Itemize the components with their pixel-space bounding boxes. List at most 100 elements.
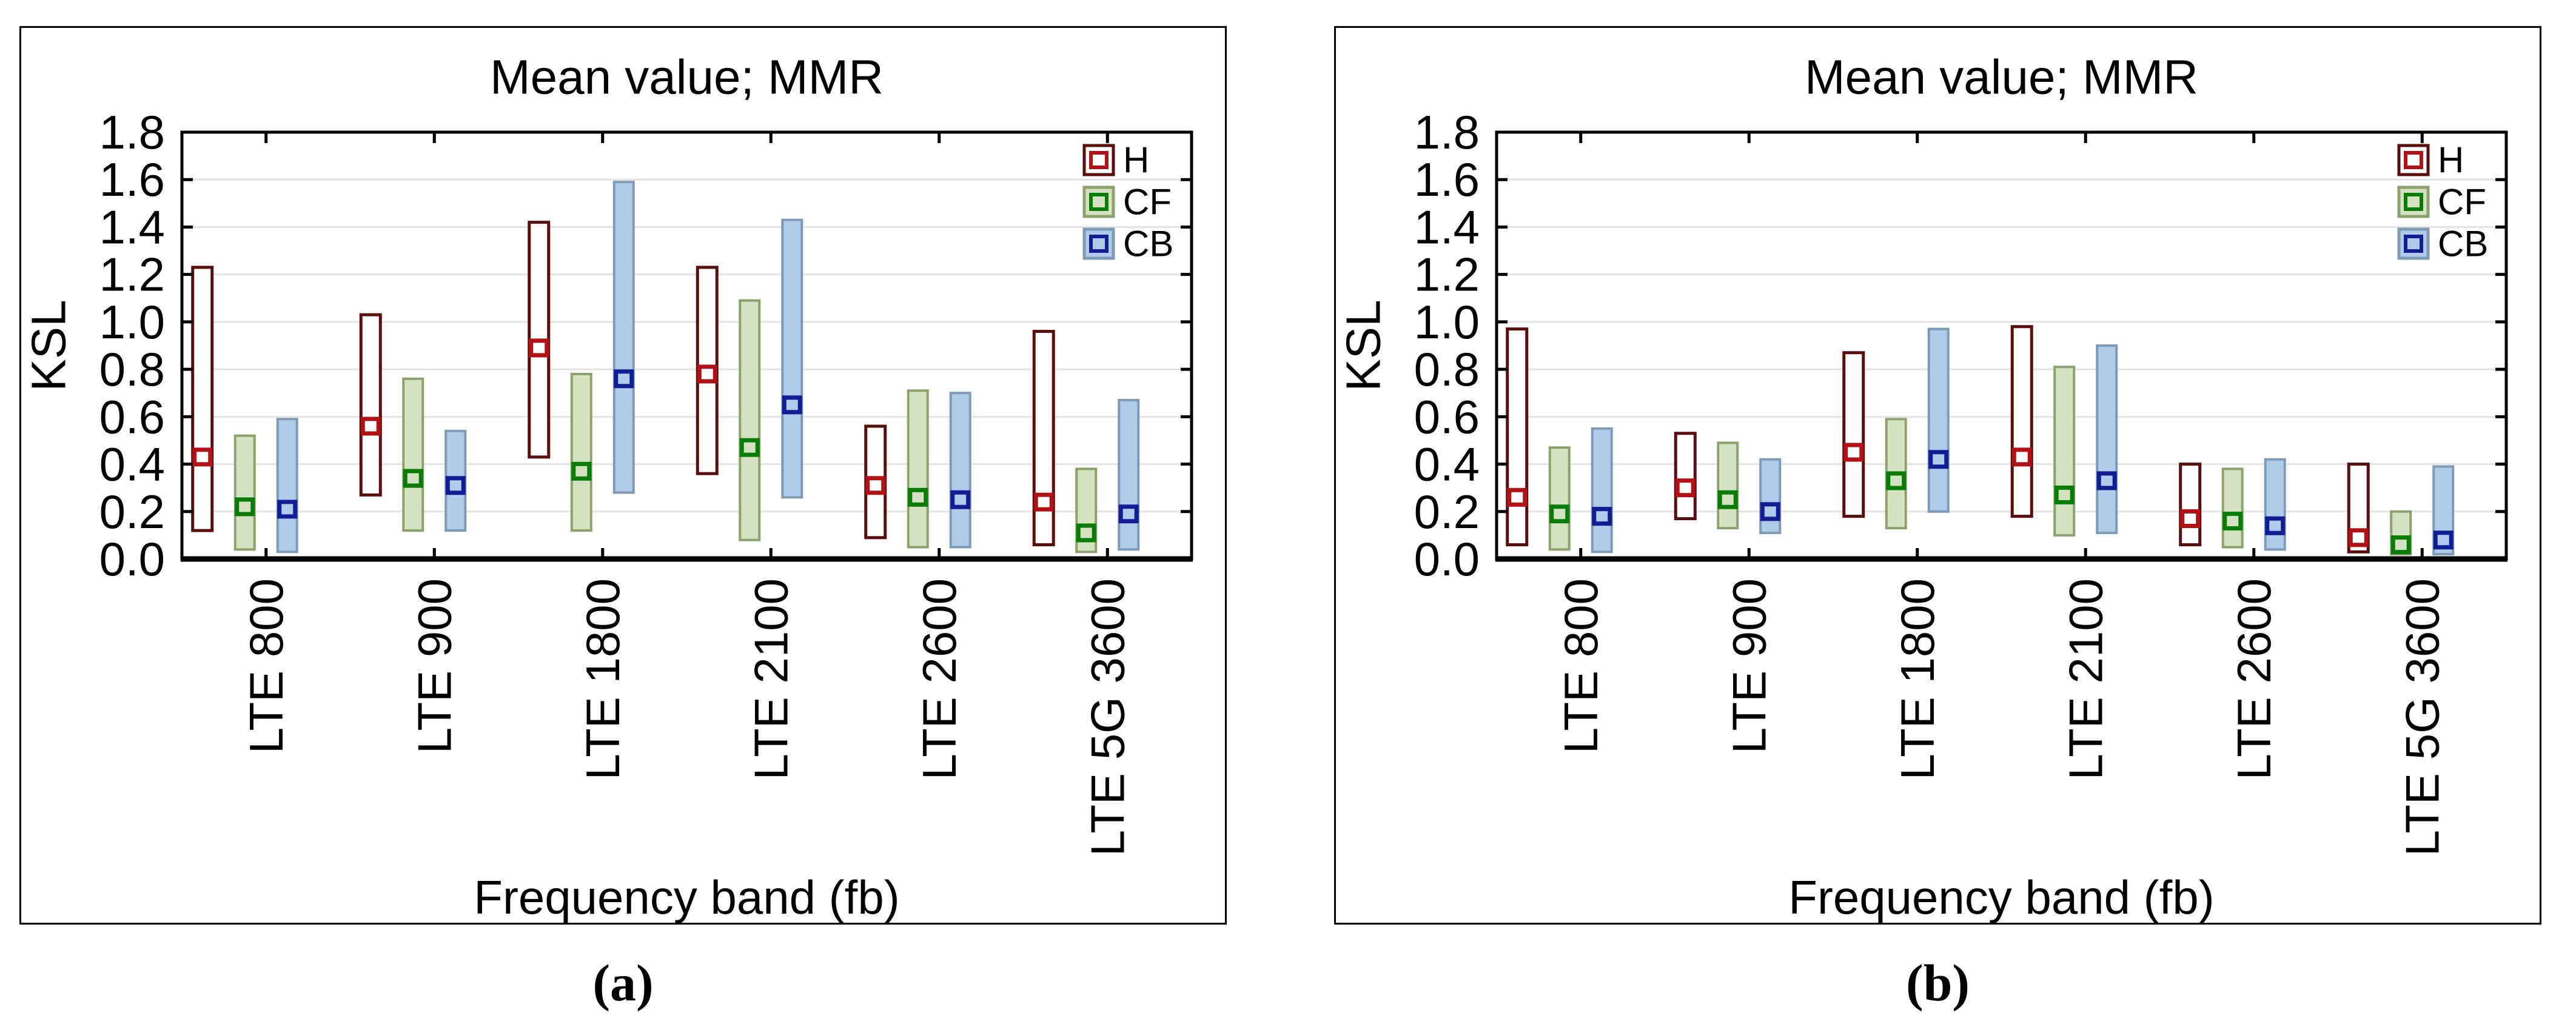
legend-marker-H [2404, 151, 2423, 169]
mean-marker-H [1675, 478, 1696, 498]
y-tick-label: 1.6 [1414, 153, 1480, 206]
legend-marker-H [1089, 151, 1109, 169]
x-category-label: LTE 1800 [1891, 578, 1944, 780]
range-bar-CF [739, 299, 761, 541]
range-bar-H [2179, 463, 2202, 547]
y-tick-label: 0.2 [1414, 485, 1480, 538]
range-bar-CB [1927, 327, 1950, 513]
mean-marker-CB [2433, 530, 2454, 550]
x-category-label: LTE 1800 [576, 578, 629, 780]
mean-marker-H [1033, 492, 1054, 512]
range-bar-CF [907, 389, 929, 549]
y-tick-label: 1.6 [99, 153, 165, 206]
legend-label-H: H [1123, 140, 1149, 181]
mean-marker-H [529, 338, 549, 358]
chart-title: Mean value; MMR [1805, 50, 2198, 104]
chart-a: Mean value; MMR0.00.20.40.60.81.01.21.41… [22, 50, 1193, 924]
x-category-label: LTE 800 [240, 578, 293, 754]
range-bar-CB [949, 392, 971, 549]
mean-marker-CB [1592, 507, 1612, 526]
chart-b: Mean value; MMR0.00.20.40.60.81.01.21.41… [1337, 50, 2508, 924]
legend-label-H: H [2438, 140, 2464, 181]
range-bar-CF [2221, 467, 2244, 549]
x-category-label: LTE 2100 [744, 578, 797, 780]
mean-marker-H [865, 476, 886, 495]
range-bar-CB [781, 218, 803, 499]
mean-marker-CF [403, 469, 423, 488]
range-bar-H [191, 266, 214, 532]
legend-label-CB: CB [2438, 224, 2488, 264]
y-tick-label: 1.8 [1414, 105, 1480, 159]
x-category-label: LTE 2100 [2059, 578, 2112, 780]
range-bar-H [1674, 432, 1697, 521]
y-tick-label: 1.0 [1414, 295, 1480, 349]
x-category-label: LTE 5G 3600 [1081, 578, 1134, 856]
range-bar-CB [612, 181, 635, 494]
y-tick-label: 1.2 [99, 248, 165, 301]
range-bar-CF [233, 434, 256, 551]
mean-marker-H [360, 417, 381, 436]
x-category-label: LTE 5G 3600 [2395, 578, 2449, 856]
x-category-label: LTE 900 [408, 578, 461, 754]
range-bar-CB [276, 418, 298, 554]
x-category-label: LTE 800 [1554, 578, 1608, 754]
mean-marker-CB [1928, 450, 1949, 469]
panel-a: Mean value; MMR 0.0 0.2 0.4 0.6 0.8 1.0 1.2 1.4 1… [19, 26, 1227, 1024]
mean-marker-CF [235, 497, 255, 517]
range-bar-H [2010, 325, 2033, 518]
y-tick-label: 1.8 [99, 105, 165, 159]
y-tick-label: 0.6 [1414, 390, 1480, 443]
panel-a-border [19, 26, 1227, 925]
range-bar-CF [402, 377, 424, 532]
y-tick-label: 0.4 [99, 438, 165, 491]
mean-marker-CB [1760, 502, 1780, 521]
range-bar-H [1032, 330, 1055, 547]
mean-marker-CF [2390, 535, 2411, 555]
y-tick-label: 1.4 [1414, 200, 1480, 253]
y-axis-title: KSL [22, 300, 76, 391]
range-bar-CB [1118, 398, 1140, 551]
legend-marker-CB [2404, 235, 2423, 253]
y-tick-label: 0.8 [1414, 343, 1480, 396]
x-category-label: LTE 900 [1722, 578, 1776, 754]
legend-marker-CB [1089, 235, 1109, 253]
mean-marker-CB [2265, 516, 2286, 535]
caption-b: (b) [1905, 954, 1970, 1012]
mean-marker-CF [1076, 523, 1096, 543]
mean-marker-CF [2054, 485, 2075, 504]
range-bar-CB [1759, 458, 1782, 534]
mean-marker-CF [571, 461, 592, 481]
chart-title: Mean value; MMR [490, 50, 884, 104]
legend-label-CF: CF [2438, 182, 2486, 223]
legend-marker-CF [1089, 193, 1109, 211]
x-axis-title: Frequency band (fb) [1788, 871, 2214, 924]
range-bar-CB [2096, 344, 2118, 534]
panel-b-border [1334, 26, 2541, 925]
mean-marker-H [1507, 487, 1528, 507]
mean-marker-H [192, 447, 213, 467]
mean-marker-CB [782, 395, 802, 415]
mean-marker-H [1843, 443, 1864, 462]
mean-marker-CB [445, 476, 466, 495]
range-bar-CF [1548, 446, 1571, 551]
y-tick-label: 0.2 [99, 485, 165, 538]
mean-marker-CB [614, 369, 634, 389]
x-category-label: LTE 2600 [2227, 578, 2281, 780]
range-bar-CF [2053, 366, 2076, 537]
mean-marker-H [2180, 509, 2201, 529]
y-tick-label: 1.2 [1414, 248, 1480, 301]
mean-marker-CF [908, 487, 928, 507]
range-bar-H [359, 313, 382, 497]
legend-label-CF: CF [1123, 182, 1172, 223]
x-category-label: LTE 2600 [913, 578, 966, 780]
mean-marker-CB [1118, 504, 1139, 524]
mean-marker-CF [739, 438, 760, 457]
mean-marker-CF [1717, 490, 1738, 509]
mean-marker-CF [1549, 504, 1570, 524]
y-tick-label: 0.4 [1414, 438, 1480, 491]
mean-marker-CB [277, 500, 298, 519]
mean-marker-H [2011, 447, 2032, 467]
range-bar-H [1506, 327, 1529, 547]
mean-marker-H [2348, 528, 2369, 547]
y-tick-label: 1.0 [99, 295, 165, 349]
